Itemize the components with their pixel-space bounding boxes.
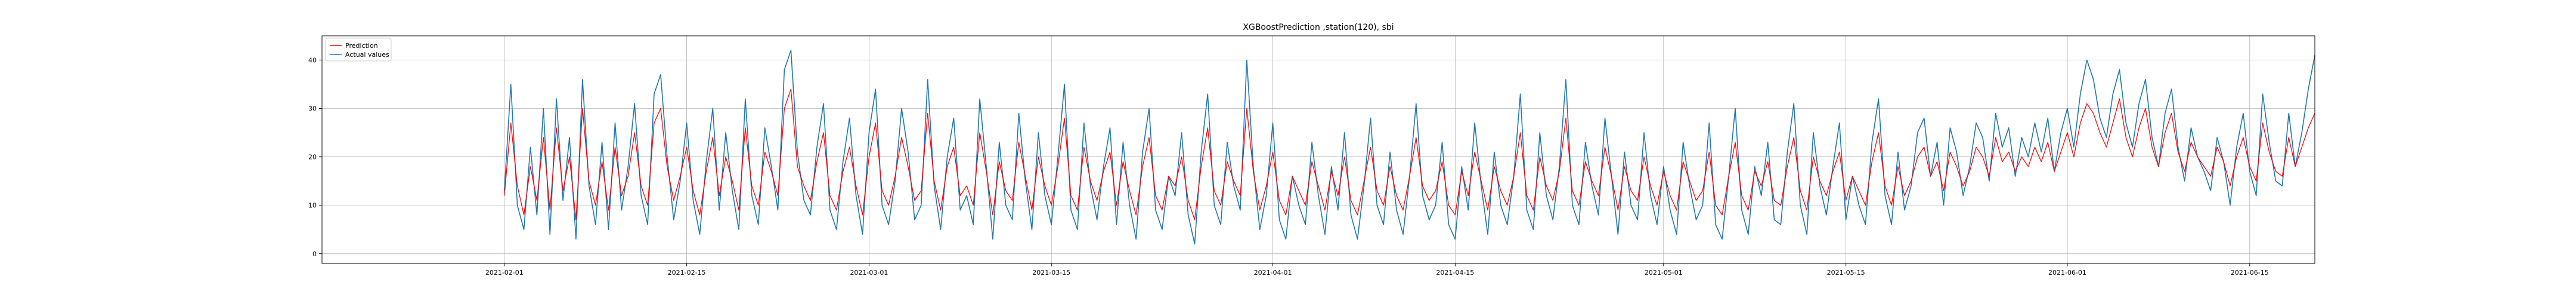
legend-label: Prediction: [345, 42, 378, 50]
y-tick-label: 10: [308, 202, 317, 210]
y-tick-label: 0: [312, 250, 317, 258]
legend-label: Actual values: [345, 51, 389, 59]
y-tick-label: 30: [308, 105, 317, 113]
axes-frame: [321, 35, 2315, 264]
legend-box: [325, 38, 392, 62]
x-tick-label: 2021-05-15: [1827, 269, 1865, 277]
x-tick-label: 2021-02-01: [485, 269, 524, 277]
x-tick-label: 2021-03-01: [850, 269, 888, 277]
x-tick-label: 2021-06-15: [2231, 269, 2269, 277]
x-tick-label: 2021-05-01: [1645, 269, 1683, 277]
y-tick-label: 20: [308, 153, 317, 161]
axis-ticks: 2021-02-01 2021-02-15 2021-03-01 2021-03-15…: [308, 57, 2269, 277]
x-tick-label: 2021-03-15: [1032, 269, 1070, 277]
series-line-actual-values: [504, 50, 2315, 245]
series-line-prediction: [504, 88, 2315, 220]
chart-title: XGBoostPrediction ,station(120), sbi: [1243, 23, 1394, 32]
x-tick-label: 2021-06-01: [2048, 269, 2086, 277]
plot-series: [504, 50, 2315, 245]
y-tick-label: 40: [308, 57, 317, 64]
grid: [322, 36, 2315, 263]
x-tick-label: 2021-04-01: [1254, 269, 1292, 277]
x-tick-label: 2021-02-15: [668, 269, 706, 277]
x-tick-label: 2021-04-15: [1436, 269, 1474, 277]
